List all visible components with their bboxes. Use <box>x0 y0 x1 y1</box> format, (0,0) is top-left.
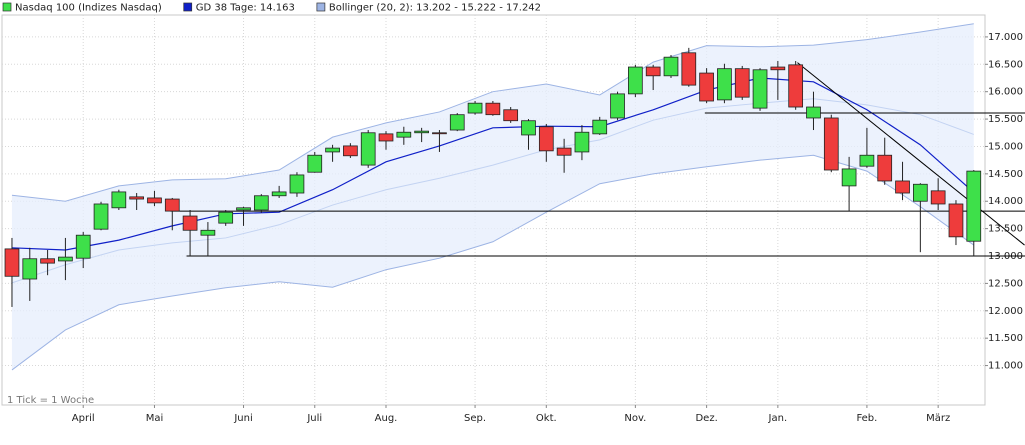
candle-body <box>182 215 198 231</box>
candle-body <box>449 114 465 131</box>
y-tick-label: 12.000 <box>988 306 1023 317</box>
legend-label: Nasdaq 100 (Indizes Nasdaq) <box>15 3 162 14</box>
x-tick-label: Juni <box>233 413 252 424</box>
y-tick-label: 12.500 <box>988 278 1023 289</box>
candle-body <box>111 191 127 209</box>
x-tick-label: Nov. <box>624 413 646 424</box>
candle-body <box>75 234 91 259</box>
candle-body <box>129 196 144 200</box>
candle-body <box>895 180 910 194</box>
y-tick-label: 15.500 <box>988 114 1023 125</box>
legend-swatch <box>316 2 326 12</box>
y-tick-label: 16.500 <box>988 59 1023 70</box>
x-tick-label: Okt. <box>536 413 557 424</box>
candle-body <box>289 174 305 194</box>
candle-body <box>806 106 821 119</box>
trend-line <box>797 62 1025 246</box>
candle-body <box>432 132 447 135</box>
candle-body <box>164 198 180 212</box>
y-tick-label: 11.500 <box>988 333 1023 344</box>
candle-body <box>325 147 340 153</box>
legend-label: Bollinger (20, 2): 13.202 - 15.222 - 17.… <box>329 3 541 14</box>
bollinger-band <box>11 23 974 370</box>
candle-body <box>538 126 554 152</box>
x-tick-label: Aug. <box>375 413 398 424</box>
candle-body <box>236 207 251 211</box>
legend-label: GD 38 Tage: 14.163 <box>196 3 295 14</box>
candle-body <box>859 154 875 167</box>
candle-body <box>396 131 412 138</box>
candle-body <box>253 195 269 211</box>
candle-body <box>467 102 483 114</box>
x-tick-label: Sep. <box>464 413 486 424</box>
candle-body <box>4 248 20 277</box>
candle-body <box>93 203 109 230</box>
footnote: 1 Tick = 1 Woche <box>7 395 94 406</box>
candle-body <box>556 147 572 156</box>
candle-body <box>948 203 964 238</box>
candle-body <box>663 56 679 77</box>
candle-body <box>912 183 928 202</box>
legend-swatch <box>183 2 193 12</box>
candle-body <box>271 191 287 197</box>
candle-body <box>414 130 429 134</box>
candle-body <box>485 102 501 116</box>
candle-body <box>343 145 358 157</box>
candle-body <box>574 131 590 153</box>
candle-body <box>503 109 519 122</box>
candle-body <box>734 68 750 98</box>
x-tick-label: Feb. <box>856 413 877 424</box>
candle-body <box>360 132 376 166</box>
bollinger-lower <box>11 154 975 371</box>
candle-body <box>681 52 697 86</box>
candle-body <box>307 154 323 173</box>
x-tick-label: April <box>72 413 95 424</box>
candle-body <box>22 258 38 280</box>
x-tick-label: Jan. <box>768 413 788 424</box>
x-tick-label: Juli <box>306 413 322 424</box>
candle-body <box>752 69 768 109</box>
candle-body <box>200 229 216 236</box>
candle-body <box>717 68 732 101</box>
candle-body <box>147 197 162 204</box>
y-tick-label: 17.000 <box>988 32 1023 43</box>
candle-body <box>788 64 804 108</box>
candle-body <box>645 66 661 77</box>
candle-body <box>378 133 394 142</box>
y-tick-label: 14.000 <box>988 196 1023 207</box>
candle-body <box>877 154 893 182</box>
x-tick-label: Mai <box>146 413 164 424</box>
candle-body <box>823 117 839 171</box>
bollinger-upper <box>11 23 974 202</box>
y-tick-label: 15.000 <box>988 141 1023 152</box>
candle-body <box>930 190 946 205</box>
x-tick-label: Dez. <box>695 413 717 424</box>
y-tick-label: 14.500 <box>988 169 1023 180</box>
legend-swatch <box>2 2 12 12</box>
candle-body <box>592 119 608 135</box>
candle-body <box>699 72 714 102</box>
y-tick-label: 16.000 <box>988 87 1023 98</box>
x-tick-label: März <box>926 413 950 424</box>
candle-body <box>628 66 643 95</box>
candle-body <box>610 93 625 119</box>
candle-body <box>521 120 536 136</box>
candle-body <box>218 211 234 224</box>
candle-body <box>770 66 786 71</box>
candle-body <box>966 170 982 242</box>
candle-body <box>841 168 857 187</box>
candle-body <box>58 256 73 262</box>
candle-body <box>40 258 55 264</box>
y-tick-label: 11.000 <box>988 361 1023 372</box>
